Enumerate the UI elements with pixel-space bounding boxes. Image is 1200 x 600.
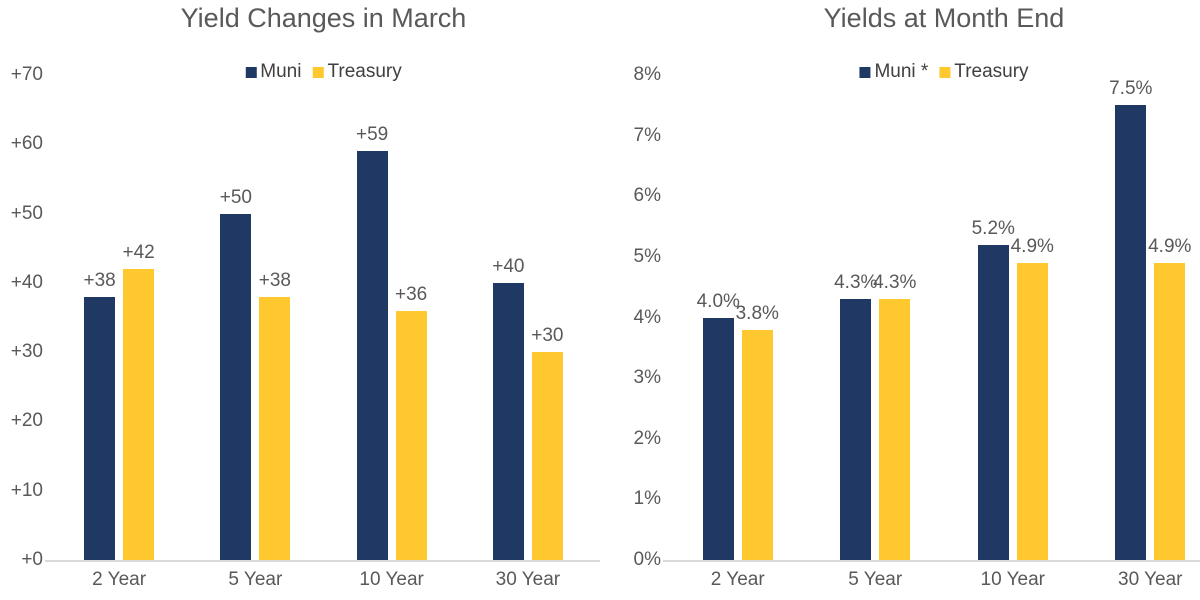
x-axis-line <box>663 560 1200 562</box>
bar-treasury-30-year <box>531 352 563 560</box>
bar-treasury-2-year <box>741 329 773 560</box>
y-tick-label: 8% <box>633 64 661 85</box>
x-axis-label-30-year: 30 Year <box>1118 569 1183 590</box>
y-tick-label: 6% <box>633 185 661 207</box>
bar-label-treasury-5-year: 4.3% <box>873 272 917 294</box>
bar-treasury-5-year <box>879 299 911 560</box>
bar-muni-10-year <box>356 151 388 560</box>
x-axis-label-2-year: 2 Year <box>92 569 147 590</box>
y-tick-label: 1% <box>633 488 661 510</box>
y-tick-label: 2% <box>633 427 661 449</box>
y-tick-label: +60 <box>10 133 43 155</box>
y-tick-label: +40 <box>10 271 43 293</box>
y-tick-label: +30 <box>10 341 43 363</box>
bar-treasury-30-year <box>1154 262 1186 560</box>
bar-label-muni-2-year: +38 <box>83 269 116 291</box>
bar-label-treasury-2-year: 3.8% <box>735 302 779 324</box>
y-tick-label: +0 <box>21 549 43 570</box>
bar-muni-30-year <box>1115 105 1147 560</box>
legend: Muni Treasury <box>245 61 402 83</box>
bar-label-muni-2-year: 4.0% <box>696 290 740 312</box>
chart-title: Yield Changes in March <box>180 3 467 33</box>
bar-treasury-5-year <box>259 296 291 560</box>
bar-label-treasury-30-year: +30 <box>531 325 564 347</box>
legend-marker-treasury-icon <box>939 66 951 78</box>
y-tick-label: 4% <box>633 306 661 328</box>
x-axis-label-2-year: 2 Year <box>710 569 765 590</box>
bar-muni-30-year <box>492 282 524 560</box>
legend-label: Muni * <box>874 61 929 82</box>
bar-muni-5-year <box>840 299 872 560</box>
bar-treasury-10-year <box>1016 262 1048 560</box>
bar-label-treasury-2-year: +42 <box>122 242 155 263</box>
bar-label-muni-10-year: +59 <box>356 124 389 146</box>
y-tick-label: +50 <box>10 202 43 224</box>
bar-muni-5-year <box>220 213 252 560</box>
y-tick-label: +70 <box>10 64 43 85</box>
x-axis-label-5-year: 5 Year <box>848 569 903 590</box>
legend-label: Treasury <box>327 61 402 82</box>
chart-title: Yields at Month End <box>823 3 1065 33</box>
legend-label: Muni <box>260 61 302 82</box>
x-axis-label-10-year: 10 Year <box>359 569 424 590</box>
legend-item-treasury: Treasury <box>312 61 402 83</box>
legend-label: Treasury <box>954 61 1029 82</box>
chart-yields-at-month-end: Yields at Month End Muni * Treasury 0% 1% 2… <box>600 0 1200 600</box>
x-axis-label-30-year: 30 Year <box>495 569 561 590</box>
legend-marker-muni-icon <box>859 66 871 78</box>
x-axis-label-5-year: 5 Year <box>228 569 283 590</box>
bar-treasury-10-year <box>395 310 427 560</box>
legend-item-muni: Muni * <box>859 61 928 83</box>
legend-item-muni: Muni <box>245 61 301 83</box>
x-axis-line <box>45 560 600 562</box>
bar-muni-10-year <box>977 244 1009 560</box>
y-tick-label: 7% <box>633 124 661 146</box>
chart-yield-changes-in-march: Yield Changes in March Muni Treasury +0 +1… <box>10 3 600 590</box>
bar-muni-2-year <box>702 317 734 560</box>
bar-label-muni-5-year: 4.3% <box>834 272 878 294</box>
bar-label-treasury-30-year: 4.9% <box>1148 235 1192 257</box>
bar-label-treasury-10-year: +36 <box>395 283 428 305</box>
legend-marker-treasury-icon <box>312 66 324 78</box>
y-tick-label: +10 <box>10 479 43 501</box>
bar-label-muni-10-year: 5.2% <box>971 217 1015 239</box>
legend-marker-muni-icon <box>245 66 257 78</box>
y-tick-label: 0% <box>633 549 661 570</box>
legend-item-treasury: Treasury <box>939 61 1029 83</box>
bar-label-muni-30-year: +40 <box>492 255 525 277</box>
bar-label-muni-5-year: +50 <box>219 186 252 208</box>
y-tick-label: 3% <box>633 367 661 389</box>
bar-label-muni-30-year: 7.5% <box>1109 78 1153 100</box>
bar-label-treasury-5-year: +38 <box>258 269 291 291</box>
bar-label-treasury-10-year: 4.9% <box>1010 235 1054 257</box>
y-tick-label: +20 <box>10 410 43 432</box>
y-tick-label: 5% <box>633 245 661 267</box>
bar-treasury-2-year <box>123 269 155 560</box>
x-axis-label-10-year: 10 Year <box>980 569 1045 590</box>
bar-muni-2-year <box>84 296 116 560</box>
legend: Muni * Treasury <box>859 61 1029 83</box>
